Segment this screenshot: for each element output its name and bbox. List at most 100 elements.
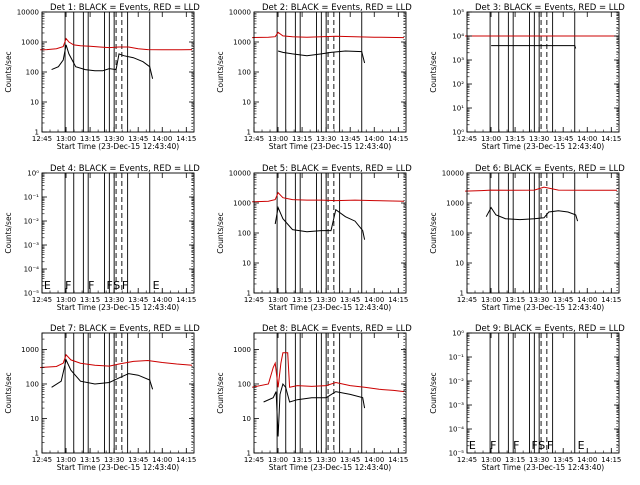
panel-title: Det 1: BLACK = Events, RED = LLD bbox=[50, 3, 200, 13]
y-tick-label: 10⁻¹ bbox=[449, 354, 465, 362]
flag-label: E bbox=[469, 439, 476, 452]
panel-title: Det 5: BLACK = Events, RED = LLD bbox=[262, 164, 412, 174]
panel-title: Det 2: BLACK = Events, RED = LLD bbox=[262, 3, 412, 13]
x-tick-label: 13:30 bbox=[316, 296, 336, 304]
x-tick-label: 13:00 bbox=[56, 296, 76, 304]
plot-frame bbox=[466, 11, 620, 133]
y-tick-label: 1 bbox=[247, 290, 251, 298]
y-tick-label: 10⁰ bbox=[452, 129, 464, 137]
x-tick-label: 14:15 bbox=[176, 296, 196, 304]
flag-label: F bbox=[122, 279, 128, 292]
x-tick-label: 14:15 bbox=[176, 456, 196, 464]
x-tick-label: 13:45 bbox=[340, 296, 360, 304]
events-series-line bbox=[274, 205, 366, 240]
x-tick-label: 13:00 bbox=[268, 296, 288, 304]
x-tick-label: 13:45 bbox=[553, 296, 573, 304]
y-tick-label: 1 bbox=[35, 450, 39, 458]
y-axis-label: Counts/sec bbox=[216, 212, 225, 253]
flag-label: F bbox=[513, 439, 519, 452]
y-axis-label: Counts/sec bbox=[4, 51, 13, 92]
x-tick-label: 14:15 bbox=[601, 135, 621, 143]
detector-panel-6: Det 6: BLACK = Events, RED = LLD 1 10 100 10… bbox=[429, 164, 625, 312]
x-tick-label: 13:15 bbox=[505, 296, 525, 304]
x-tick-label: 14:15 bbox=[388, 456, 408, 464]
plot-frame bbox=[253, 332, 407, 454]
flag-label: F bbox=[490, 439, 496, 452]
y-tick-label: 10000 bbox=[229, 9, 251, 17]
y-tick-label: 10⁻⁵ bbox=[449, 450, 465, 458]
lld-series-line bbox=[252, 31, 405, 39]
panel-title: Det 9: BLACK = Events, RED = LLD bbox=[475, 324, 625, 334]
flag-label: S bbox=[113, 279, 120, 292]
x-axis-label: Start Time (23-Dec-15 12:43:40) bbox=[482, 142, 604, 151]
y-tick-label: 10000 bbox=[442, 170, 464, 178]
x-tick-label: 14:00 bbox=[364, 135, 384, 143]
y-axis-label: Counts/sec bbox=[4, 372, 13, 413]
x-tick-label: 13:30 bbox=[104, 135, 124, 143]
x-tick-label: 12:45 bbox=[244, 296, 264, 304]
flag-label: E bbox=[153, 279, 160, 292]
flag-label: F bbox=[547, 439, 553, 452]
x-tick-label: 13:30 bbox=[104, 296, 124, 304]
y-tick-label: 10 bbox=[455, 260, 464, 268]
lld-series-line bbox=[40, 37, 193, 51]
detector-panel-5: Det 5: BLACK = Events, RED = LLD 1 10 100 10… bbox=[216, 164, 412, 312]
x-tick-label: 13:15 bbox=[80, 296, 100, 304]
x-tick-label: 13:45 bbox=[128, 135, 148, 143]
x-tick-label: 12:45 bbox=[32, 296, 52, 304]
x-tick-label: 12:45 bbox=[32, 456, 52, 464]
x-tick-label: 13:30 bbox=[529, 296, 549, 304]
y-tick-label: 1 bbox=[247, 450, 251, 458]
x-tick-label: 13:00 bbox=[481, 296, 501, 304]
x-tick-label: 13:30 bbox=[316, 456, 336, 464]
y-tick-label: 10² bbox=[452, 81, 464, 89]
x-axis-label: Start Time (23-Dec-15 12:43:40) bbox=[269, 303, 391, 312]
events-series-line bbox=[263, 382, 366, 437]
x-tick-label: 14:00 bbox=[364, 296, 384, 304]
events-series-line bbox=[491, 45, 577, 49]
x-tick-label: 13:15 bbox=[505, 135, 525, 143]
x-tick-label: 13:45 bbox=[553, 135, 573, 143]
x-tick-label: 12:45 bbox=[457, 456, 477, 464]
panel-title: Det 6: BLACK = Events, RED = LLD bbox=[475, 164, 625, 174]
y-tick-label: 1 bbox=[247, 129, 251, 137]
y-tick-label: 100 bbox=[451, 230, 464, 238]
x-tick-label: 13:15 bbox=[80, 456, 100, 464]
events-series-line bbox=[277, 50, 366, 64]
detector-panel-7: Det 7: BLACK = Events, RED = LLD 1 10 100 10… bbox=[4, 324, 200, 472]
flag-label: F bbox=[88, 279, 94, 292]
x-tick-label: 13:45 bbox=[553, 456, 573, 464]
plot-frame bbox=[41, 332, 195, 454]
plot-frame bbox=[466, 332, 620, 454]
x-tick-label: 13:15 bbox=[80, 135, 100, 143]
x-tick-label: 12:45 bbox=[244, 456, 264, 464]
events-series-line bbox=[51, 44, 154, 79]
detector-panel-1: Det 1: BLACK = Events, RED = LLD 1 10 100 10… bbox=[4, 3, 200, 151]
flag-label: E bbox=[578, 439, 585, 452]
x-tick-label: 13:15 bbox=[292, 296, 312, 304]
flag-label: E bbox=[44, 279, 51, 292]
x-tick-label: 13:45 bbox=[128, 296, 148, 304]
panel-title: Det 8: BLACK = Events, RED = LLD bbox=[262, 324, 412, 334]
x-tick-label: 13:00 bbox=[268, 456, 288, 464]
flag-label: F bbox=[65, 279, 71, 292]
y-tick-label: 1000 bbox=[233, 346, 251, 354]
y-tick-label: 10⁻³ bbox=[449, 402, 465, 410]
y-tick-label: 1000 bbox=[21, 346, 39, 354]
y-tick-label: 10 bbox=[30, 415, 39, 423]
y-tick-label: 1000 bbox=[233, 200, 251, 208]
x-tick-label: 13:45 bbox=[340, 456, 360, 464]
y-axis-label: Counts/sec bbox=[4, 212, 13, 253]
y-tick-label: 10⁴ bbox=[452, 33, 464, 41]
flag-label: S bbox=[538, 439, 545, 452]
panel-title: Det 4: BLACK = Events, RED = LLD bbox=[50, 164, 200, 174]
y-tick-label: 1000 bbox=[21, 39, 39, 47]
detector-panel-3: Det 3: BLACK = Events, RED = LLD 10⁰ 10¹ 10… bbox=[429, 3, 625, 151]
x-tick-label: 14:00 bbox=[152, 456, 172, 464]
y-tick-label: 10⁰ bbox=[452, 330, 464, 338]
y-axis-label: Counts/sec bbox=[216, 372, 225, 413]
x-tick-label: 13:30 bbox=[104, 456, 124, 464]
